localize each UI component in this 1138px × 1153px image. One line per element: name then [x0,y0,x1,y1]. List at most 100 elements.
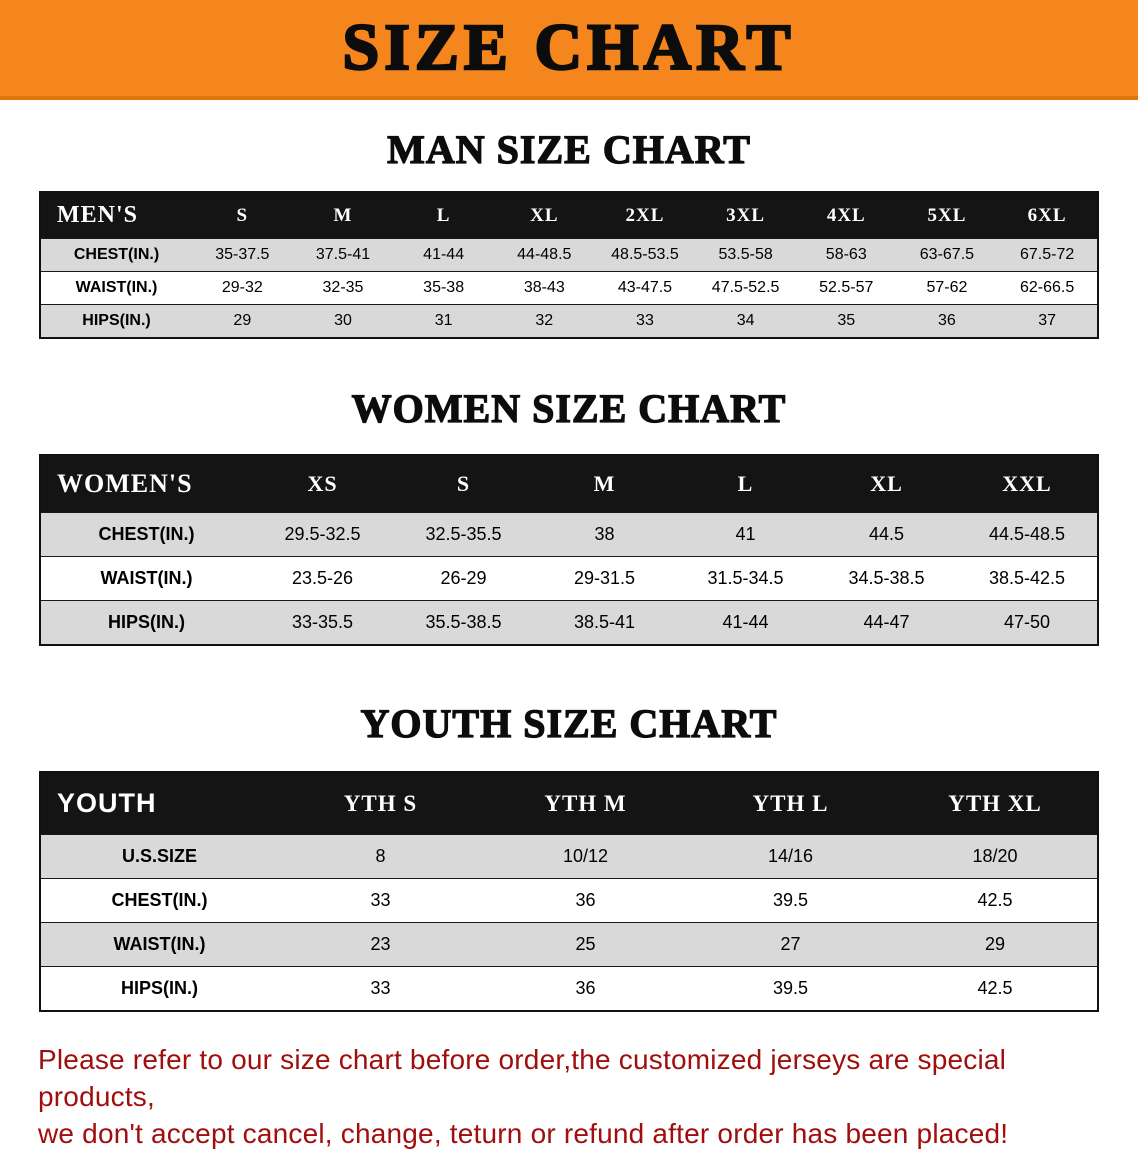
section-men: MAN SIZE CHART MEN'S S M L XL 2XL 3XL 4XL 5XL 6XL C… [0,126,1138,339]
table-row: WAIST(IN.) 23 25 27 29 [40,922,1098,967]
size-cell: 36 [483,878,688,923]
size-cell: 57-62 [896,271,998,305]
footer-notice: Please refer to our size chart before or… [38,1042,1100,1153]
size-cell: 33 [278,966,483,1011]
size-cell: 62-66.5 [997,271,1098,305]
size-cell: 18/20 [893,834,1098,879]
size-cell: 35.5-38.5 [393,600,534,645]
table-row: HIPS(IN.) 33-35.5 35.5-38.5 38.5-41 41-44 44-… [40,600,1098,645]
size-header-cell: YTH XL [893,771,1098,835]
table-row: CHEST(IN.) 29.5-32.5 32.5-35.5 38 41 44.5 44.5… [40,512,1098,557]
size-cell: 32-35 [292,271,394,305]
size-cell: 34.5-38.5 [816,556,957,601]
size-cell: 38-43 [493,271,595,305]
men-size-table: MEN'S S M L XL 2XL 3XL 4XL 5XL 6XL CHEST(IN.) 35-37… [39,191,1099,339]
row-label: WAIST(IN.) [40,922,278,967]
size-cell: 47.5-52.5 [695,271,796,305]
youth-table-title: YOUTH [40,771,278,835]
size-cell: 29.5-32.5 [252,512,393,557]
row-label: HIPS(IN.) [40,304,192,338]
size-cell: 31.5-34.5 [675,556,816,601]
size-cell: 35-38 [393,271,494,305]
size-header-cell: XL [493,191,595,239]
size-cell: 53.5-58 [695,238,796,272]
size-cell: 35 [795,304,897,338]
size-cell: 26-29 [393,556,534,601]
size-cell: 63-67.5 [896,238,998,272]
size-header-cell: XL [816,454,957,513]
table-row: CHEST(IN.) 33 36 39.5 42.5 [40,878,1098,923]
size-cell: 31 [393,304,494,338]
row-label: HIPS(IN.) [40,600,252,645]
size-cell: 37 [997,304,1098,338]
size-header-cell: XXL [957,454,1098,513]
size-header-cell: M [292,191,394,239]
banner: SIZE CHART [0,0,1138,100]
size-cell: 33-35.5 [252,600,393,645]
size-cell: 39.5 [688,878,893,923]
size-cell: 52.5-57 [795,271,897,305]
size-cell: 67.5-72 [997,238,1098,272]
size-cell: 42.5 [893,878,1098,923]
size-header-cell: 2XL [594,191,696,239]
size-cell: 8 [278,834,483,879]
youth-section-heading: YOUTH SIZE CHART [360,700,778,746]
table-row: HIPS(IN.) 33 36 39.5 42.5 [40,966,1098,1011]
size-cell: 37.5-41 [292,238,394,272]
size-cell: 23 [278,922,483,967]
size-header-cell: L [675,454,816,513]
table-row: HIPS(IN.) 29 30 31 32 33 34 35 36 37 [40,304,1098,338]
women-section-heading: WOMEN SIZE CHART [351,385,787,431]
men-table-title: MEN'S [40,191,192,239]
size-cell: 10/12 [483,834,688,879]
size-cell: 43-47.5 [594,271,696,305]
size-cell: 39.5 [688,966,893,1011]
size-cell: 29 [192,304,293,338]
women-table-title: WOMEN'S [40,454,252,513]
page-title: SIZE CHART [341,11,796,84]
table-row: WAIST(IN.) 23.5-26 26-29 29-31.5 31.5-34.5 34… [40,556,1098,601]
size-cell: 41-44 [675,600,816,645]
size-cell: 14/16 [688,834,893,879]
row-label: U.S.SIZE [40,834,278,879]
size-cell: 25 [483,922,688,967]
size-header-cell: L [393,191,494,239]
youth-size-table: YOUTH YTH S YTH M YTH L YTH XL U.S.SIZE 8 10/12… [39,771,1099,1012]
size-header-cell: 3XL [695,191,796,239]
row-label: WAIST(IN.) [40,556,252,601]
size-chart-sections: MAN SIZE CHART MEN'S S M L XL 2XL 3XL 4XL 5XL 6XL C… [0,126,1138,1012]
size-cell: 27 [688,922,893,967]
size-cell: 41-44 [393,238,494,272]
size-cell: 32 [493,304,595,338]
size-header-cell: 5XL [896,191,998,239]
size-cell: 34 [695,304,796,338]
size-cell: 42.5 [893,966,1098,1011]
size-cell: 44.5 [816,512,957,557]
row-label: CHEST(IN.) [40,878,278,923]
size-cell: 41 [675,512,816,557]
notice-line-2: we don't accept cancel, change, teturn o… [38,1117,1009,1149]
table-header-row: WOMEN'S XS S M L XL XXL [40,454,1098,513]
size-cell: 29 [893,922,1098,967]
table-row: U.S.SIZE 8 10/12 14/16 18/20 [40,834,1098,879]
size-cell: 38 [534,512,675,557]
table-row: CHEST(IN.) 35-37.5 37.5-41 41-44 44-48.5 48.5… [40,238,1098,272]
size-cell: 29-31.5 [534,556,675,601]
size-cell: 33 [278,878,483,923]
size-header-cell: YTH S [278,771,483,835]
size-header-cell: S [192,191,293,239]
table-header-row: YOUTH YTH S YTH M YTH L YTH XL [40,771,1098,835]
section-youth: YOUTH SIZE CHART YOUTH YTH S YTH M YTH L YTH … [0,700,1138,1012]
size-cell: 44-48.5 [493,238,595,272]
size-cell: 38.5-41 [534,600,675,645]
size-header-cell: XS [252,454,393,513]
size-header-cell: YTH L [688,771,893,835]
size-cell: 38.5-42.5 [957,556,1098,601]
row-label: HIPS(IN.) [40,966,278,1011]
size-cell: 44-47 [816,600,957,645]
size-cell: 47-50 [957,600,1098,645]
size-cell: 23.5-26 [252,556,393,601]
men-section-heading: MAN SIZE CHART [386,126,751,172]
size-cell: 36 [483,966,688,1011]
